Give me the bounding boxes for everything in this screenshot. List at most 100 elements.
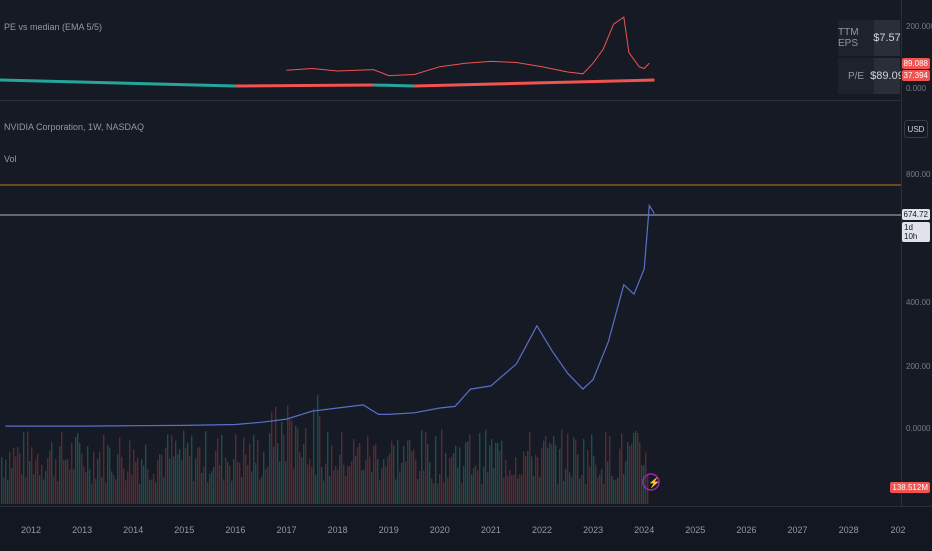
volume-bar [137,457,139,504]
chart-canvas[interactable]: ⚡ [0,0,902,506]
volume-tag: 138.512M [890,482,930,493]
volume-bar [275,406,277,504]
volume-bar [43,479,45,504]
volume-bar [219,465,221,504]
volume-bar [123,468,125,504]
volume-bar [429,462,431,504]
volume-bar [611,475,613,504]
volume-bar [261,476,263,504]
volume-bar [95,479,97,504]
volume-bar [301,457,303,504]
countdown-tag: 1d 10h [902,222,930,242]
volume-bar [629,445,631,504]
volume-bar [465,442,467,504]
volume-bar [333,470,335,504]
volume-bar [363,469,365,504]
volume-bar [571,476,573,504]
volume-bar [35,459,37,504]
volume-bar [59,446,61,504]
volume-bar [619,448,621,504]
volume-bar [93,451,95,504]
volume-bar [81,453,83,504]
volume-bar [549,442,551,504]
volume-bar [501,440,503,504]
earnings-marker[interactable] [642,473,660,491]
volume-bar [61,431,63,504]
indicator-scale-bottom: 0.000 [906,84,927,93]
volume-bar [585,483,587,504]
volume-bar [171,435,173,504]
volume-bar [265,468,267,504]
volume-bar [365,460,367,504]
volume-bar [243,437,245,504]
price-scale[interactable]: 200.000 89.088 37.394 0.000 USD 800.00 6… [890,0,932,506]
volume-bar [591,434,593,504]
volume-bar [209,473,211,504]
volume-bar [87,446,89,504]
ttm-eps-label: TTM EPS [838,20,874,56]
volume-bar [177,454,179,504]
currency-button[interactable]: USD [904,120,928,138]
volume-bar [417,479,419,504]
volume-bar [269,433,271,504]
volume-bar [623,473,625,504]
volume-bar [563,480,565,504]
volume-bar [145,444,147,504]
volume-bar [347,465,349,504]
volume-bar [5,459,7,504]
volume-bar [163,477,165,504]
time-axis[interactable]: 2012 2013 2014 2015 2016 2017 2018 2019 2020 2021… [0,506,932,551]
volume-bar [595,464,597,504]
volume-bar [567,433,569,504]
volume-bar [33,474,35,504]
volume-bar [57,481,59,504]
volume-bar [109,447,111,504]
volume-bar [79,442,81,504]
volume-bar [9,451,11,504]
time-label: 2017 [276,525,297,535]
volume-bar [393,445,395,504]
volume-bar [335,466,337,504]
volume-bar [127,471,129,504]
volume-bar [457,467,459,504]
volume-bar [229,465,231,504]
earnings-marker-icon: ⚡ [648,476,660,489]
price-chart [5,203,655,427]
volume-bar [391,440,393,504]
volume-bar [575,439,577,504]
volume-bar [467,441,469,504]
volume-bar [131,474,133,504]
volume-bar [71,443,73,504]
volume-bar [531,456,533,504]
pane-divider[interactable] [0,100,902,101]
volume-bar [289,418,291,504]
volume-bar [509,470,511,504]
volume-bar [73,469,75,504]
volume-bar [387,456,389,504]
volume-bar [547,447,549,504]
volume-bar [603,483,605,504]
time-label: 2018 [327,525,348,535]
price-label-0: 0.0000 [906,424,931,433]
volume-bar [39,475,41,504]
volume-bar [379,480,381,504]
ttm-eps-value: $7.57 [873,20,901,56]
volume-bar [419,470,421,504]
volume-bar [107,445,109,504]
volume-bar [279,461,281,504]
volume-bar [15,456,17,504]
last-price-tag: 674.72 [901,209,930,220]
time-label: 2013 [72,525,93,535]
volume-bar [53,476,55,504]
volume-bar [119,437,121,504]
volume-bar [191,435,193,504]
volume-bar [479,433,481,504]
volume-bar [157,459,159,504]
volume-bar [541,447,543,504]
volume-bar [435,436,437,504]
volume-bar [165,447,167,504]
volume-bar [437,483,439,504]
volume-bar [525,455,527,504]
volume-bar [449,457,451,504]
volume-bar [173,456,175,504]
